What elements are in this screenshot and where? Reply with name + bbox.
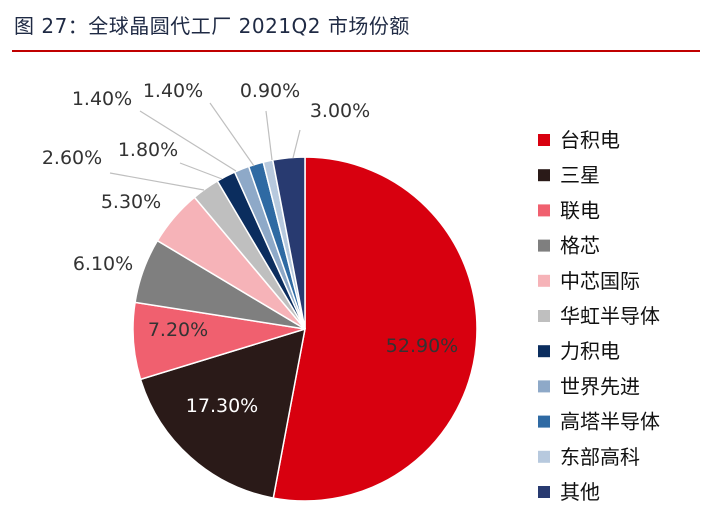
legend-swatch-9 xyxy=(538,415,550,428)
legend-swatch-11 xyxy=(538,486,550,498)
legend-label-5: 中芯国际 xyxy=(560,269,640,293)
legend-swatch-4 xyxy=(538,239,550,252)
watermark-overlay xyxy=(600,484,716,512)
pie-slice-1 xyxy=(272,156,478,502)
data-label-2: 17.30% xyxy=(186,395,258,417)
legend-swatch-10 xyxy=(538,450,550,463)
legend-label-9: 高塔半导体 xyxy=(560,410,660,434)
legend-label-3: 联电 xyxy=(560,198,600,222)
data-label-7: 1.80% xyxy=(118,139,178,161)
data-label-5: 5.30% xyxy=(101,191,161,213)
legend-swatch-6 xyxy=(538,310,550,322)
data-label-1: 52.90% xyxy=(386,335,458,357)
pie-slice-11 xyxy=(271,156,306,330)
data-label-6: 2.60% xyxy=(42,147,102,169)
leader-line-6 xyxy=(109,172,205,191)
legend-label-10: 东部高科 xyxy=(560,445,640,469)
legend-label-1: 台积电 xyxy=(560,128,620,152)
leader-line-11 xyxy=(292,129,301,159)
legend-swatch-3 xyxy=(538,204,550,217)
legend-label-7: 力积电 xyxy=(560,339,620,363)
legend-swatch-1 xyxy=(538,134,550,146)
legend-label-8: 世界先进 xyxy=(560,374,640,398)
leader-line-7 xyxy=(179,162,223,180)
leader-lines xyxy=(109,102,301,191)
legend-swatch-5 xyxy=(538,274,550,287)
data-label-10: 0.90% xyxy=(240,80,300,102)
data-label-4: 6.10% xyxy=(73,253,133,275)
legend-swatch-8 xyxy=(538,380,550,393)
pie-slice-2 xyxy=(139,327,306,499)
data-label-3: 7.20% xyxy=(148,319,208,341)
title-divider xyxy=(12,50,700,52)
legend-label-2: 三星 xyxy=(560,163,600,187)
data-label-9: 1.40% xyxy=(143,80,203,102)
legend-swatch-7 xyxy=(538,345,550,358)
data-label-11: 3.00% xyxy=(310,100,370,122)
data-labels: 52.90% 17.30% 7.20% 6.10% 5.30% 2.60% 1.80% 1.4… xyxy=(42,80,458,417)
pie-slices xyxy=(132,156,478,502)
chart-title: 图 27：全球晶圆代工厂 2021Q2 市场份额 xyxy=(14,14,410,38)
legend-label-11: 其他 xyxy=(560,480,600,504)
legend-label-4: 格芯 xyxy=(560,234,600,258)
leader-line-9 xyxy=(209,102,255,167)
data-label-8: 1.40% xyxy=(72,88,132,110)
legend-swatch-2 xyxy=(538,169,550,182)
leader-line-10 xyxy=(265,110,273,161)
leader-line-8 xyxy=(139,110,237,172)
legend-label-6: 华虹半导体 xyxy=(560,304,660,328)
